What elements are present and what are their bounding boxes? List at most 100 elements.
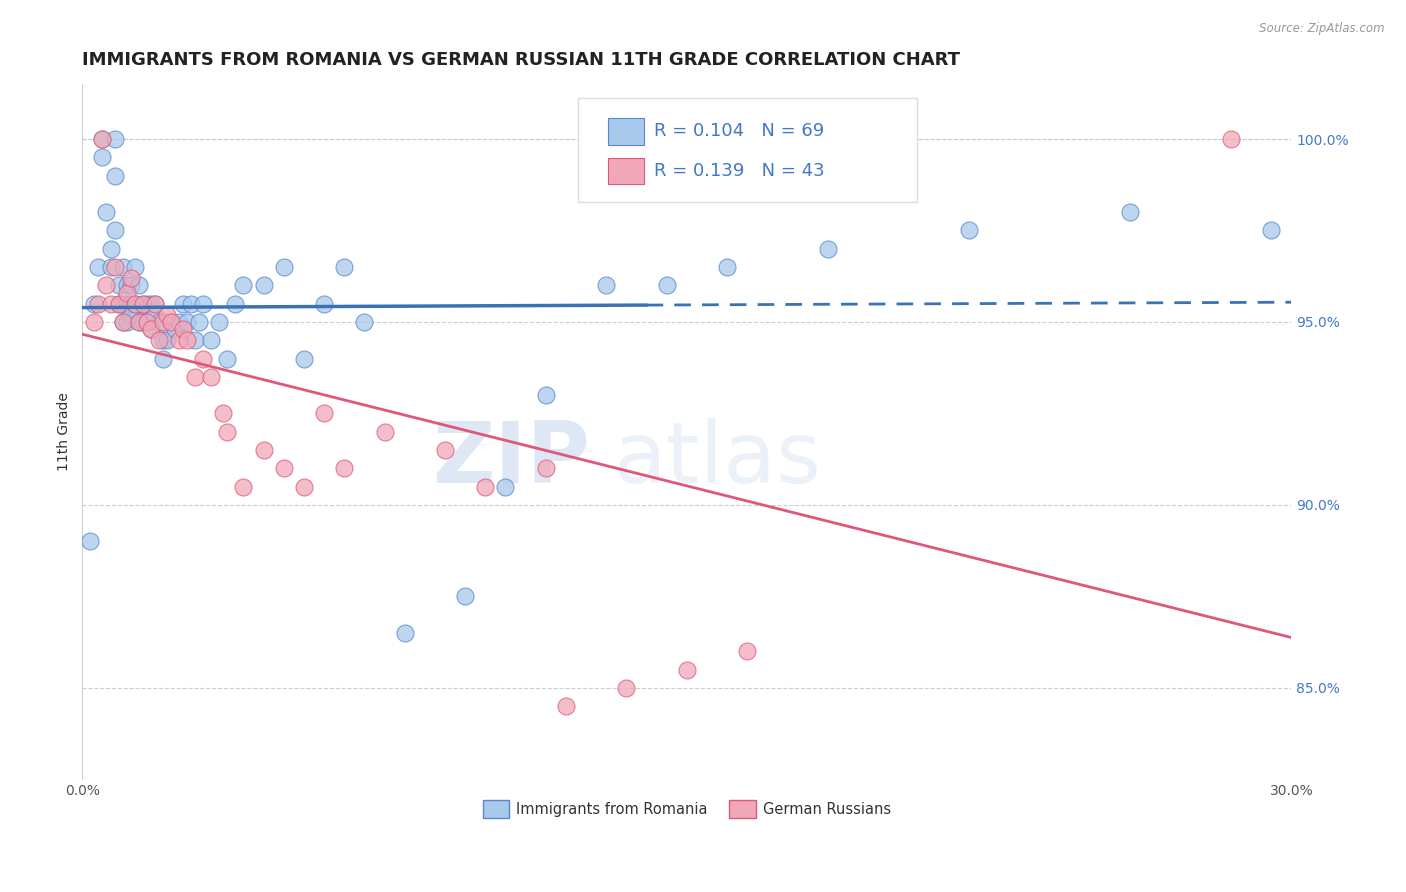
Point <box>655 278 678 293</box>
Point <box>454 590 477 604</box>
Point <box>83 315 105 329</box>
Point <box>139 322 162 336</box>
Point <box>333 461 356 475</box>
Point <box>273 461 295 475</box>
Point <box>120 278 142 293</box>
Point <box>273 260 295 274</box>
Legend: Immigrants from Romania, German Russians: Immigrants from Romania, German Russians <box>477 795 897 824</box>
FancyBboxPatch shape <box>578 98 917 202</box>
Point <box>534 461 557 475</box>
Point <box>675 663 697 677</box>
Point <box>374 425 396 439</box>
Point <box>87 296 110 310</box>
Point <box>292 351 315 366</box>
Point <box>120 271 142 285</box>
Point <box>143 296 166 310</box>
Point <box>148 315 170 329</box>
Point <box>143 308 166 322</box>
Point <box>494 479 516 493</box>
Point <box>217 351 239 366</box>
Point <box>156 333 179 347</box>
Point <box>143 296 166 310</box>
Point <box>253 278 276 293</box>
Point <box>111 260 134 274</box>
Point <box>217 425 239 439</box>
Point <box>83 296 105 310</box>
Point <box>107 278 129 293</box>
Point <box>128 315 150 329</box>
Point <box>817 242 839 256</box>
Point <box>614 681 637 695</box>
Point <box>474 479 496 493</box>
Point <box>132 315 155 329</box>
Point <box>184 369 207 384</box>
Point <box>139 322 162 336</box>
Text: R = 0.139   N = 43: R = 0.139 N = 43 <box>654 162 825 180</box>
Point <box>135 315 157 329</box>
Point <box>176 333 198 347</box>
Point <box>212 406 235 420</box>
Y-axis label: 11th Grade: 11th Grade <box>58 392 72 471</box>
Point <box>103 169 125 183</box>
Point <box>103 260 125 274</box>
Point <box>176 315 198 329</box>
Point <box>115 285 138 300</box>
Point <box>111 315 134 329</box>
Point <box>148 333 170 347</box>
Point <box>124 296 146 310</box>
Point <box>534 388 557 402</box>
Point <box>91 150 114 164</box>
Point <box>314 406 336 420</box>
Point <box>167 333 190 347</box>
Point <box>96 205 118 219</box>
Point <box>193 351 215 366</box>
Point <box>79 534 101 549</box>
Point <box>434 442 457 457</box>
Point <box>292 479 315 493</box>
Text: R = 0.104   N = 69: R = 0.104 N = 69 <box>654 122 824 140</box>
Point <box>115 278 138 293</box>
Point <box>716 260 738 274</box>
Point <box>132 296 155 310</box>
Point <box>232 278 254 293</box>
Point <box>595 278 617 293</box>
Point <box>160 315 183 329</box>
Point <box>91 132 114 146</box>
Point <box>107 296 129 310</box>
Point <box>200 369 222 384</box>
Point <box>139 296 162 310</box>
Point <box>172 322 194 336</box>
Point <box>957 223 980 237</box>
Point <box>128 278 150 293</box>
FancyBboxPatch shape <box>609 158 644 185</box>
Text: IMMIGRANTS FROM ROMANIA VS GERMAN RUSSIAN 11TH GRADE CORRELATION CHART: IMMIGRANTS FROM ROMANIA VS GERMAN RUSSIA… <box>83 51 960 69</box>
Point <box>103 132 125 146</box>
Point <box>353 315 375 329</box>
Point <box>1119 205 1142 219</box>
Point <box>394 626 416 640</box>
Point <box>135 315 157 329</box>
Point <box>156 308 179 322</box>
Point <box>163 322 186 336</box>
Text: atlas: atlas <box>614 418 823 501</box>
Point <box>100 260 122 274</box>
Point <box>115 296 138 310</box>
Point <box>152 315 174 329</box>
Point <box>103 223 125 237</box>
Point <box>208 315 231 329</box>
Point <box>100 296 122 310</box>
Point <box>735 644 758 658</box>
Text: ZIP: ZIP <box>432 418 591 501</box>
Point <box>135 296 157 310</box>
Point <box>128 315 150 329</box>
Point <box>124 296 146 310</box>
Point <box>91 132 114 146</box>
Point <box>167 315 190 329</box>
Point <box>152 333 174 347</box>
Point <box>232 479 254 493</box>
Point <box>1260 223 1282 237</box>
Point <box>314 296 336 310</box>
Point <box>107 296 129 310</box>
Point <box>111 296 134 310</box>
FancyBboxPatch shape <box>609 118 644 145</box>
